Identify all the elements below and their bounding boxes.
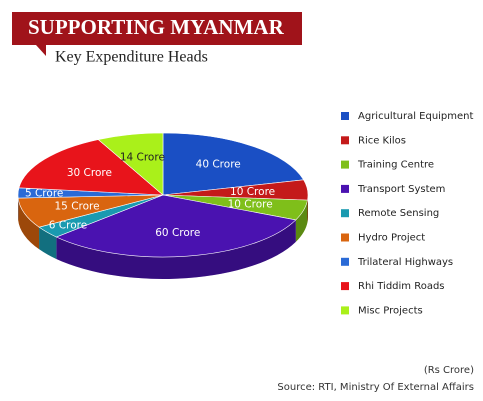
data-label: 10 Crore — [230, 186, 275, 198]
legend-label: Trilateral Highways — [357, 257, 453, 268]
slice-side-shade — [56, 219, 296, 279]
chart-subtitle: Key Expenditure Heads — [55, 49, 208, 66]
legend-label: Rice Kilos — [358, 135, 406, 146]
unit-note: (Rs Crore) — [424, 365, 474, 376]
legend-label: Rhi Tiddim Roads — [358, 281, 445, 292]
slice-side — [295, 200, 308, 242]
legend-label: Transport System — [357, 184, 445, 195]
data-label: 10 Crore — [228, 198, 273, 210]
legend-label: Hydro Project — [358, 233, 425, 244]
data-label: 60 Crore — [155, 227, 200, 239]
legend: Agricultural Equipment Rice Kilos Training… — [341, 111, 474, 316]
legend-label: Agricultural Equipment — [358, 111, 474, 122]
legend-swatch — [341, 136, 349, 145]
chart-title: SUPPORTING MYANMAR — [28, 15, 285, 39]
title-banner — [12, 12, 302, 45]
legend-swatch — [341, 209, 349, 218]
slice — [18, 139, 164, 196]
legend-swatch — [341, 306, 349, 315]
slice-side-shade — [295, 200, 308, 242]
legend-label: Training Centre — [357, 160, 434, 171]
data-label: 15 Crore — [55, 200, 100, 212]
legend-swatch — [341, 160, 349, 169]
legend-label: Misc Projects — [358, 305, 423, 316]
slice — [97, 132, 164, 196]
data-label: 30 Crore — [67, 167, 112, 179]
legend-swatch — [341, 233, 349, 242]
legend-swatch — [341, 184, 349, 193]
slice-side — [56, 219, 296, 279]
legend-swatch — [341, 257, 349, 266]
legend-swatch — [341, 112, 349, 120]
legend-label: Remote Sensing — [358, 208, 439, 219]
source-note: Source: RTI, Ministry Of External Affair… — [277, 382, 474, 393]
slice-side — [18, 198, 40, 250]
slice — [162, 132, 305, 196]
data-label: 5 Crore — [25, 187, 63, 199]
data-label: 6 Crore — [49, 220, 87, 232]
slice — [55, 194, 297, 258]
legend-swatch — [341, 282, 349, 291]
slice-side-shade — [18, 198, 40, 250]
data-label: 14 Crore — [120, 152, 165, 164]
banner-pointer — [36, 45, 46, 56]
data-label: 40 Crore — [196, 159, 241, 171]
